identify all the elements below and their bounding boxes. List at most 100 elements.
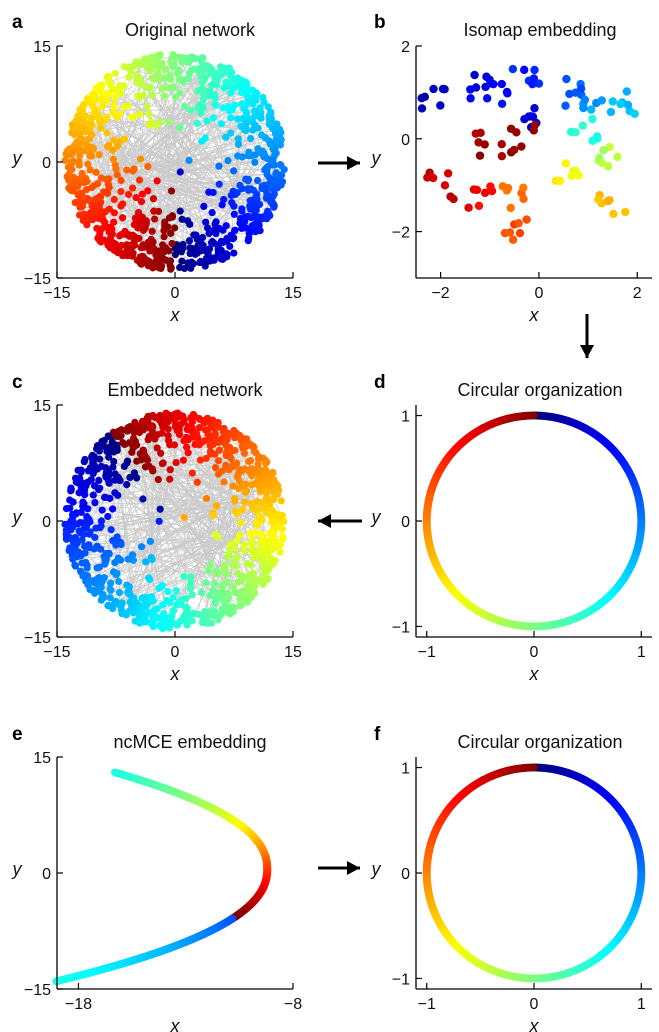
node	[149, 195, 158, 203]
edge	[84, 115, 276, 147]
node	[127, 64, 136, 73]
node	[86, 528, 94, 536]
node	[104, 181, 112, 189]
edge	[104, 440, 209, 572]
node	[172, 458, 180, 467]
y-tick-label: 0	[42, 155, 51, 172]
node	[153, 62, 161, 70]
node	[241, 498, 249, 506]
node	[212, 230, 220, 238]
node	[211, 220, 219, 228]
node	[232, 537, 241, 545]
node	[171, 251, 179, 259]
node	[90, 545, 98, 553]
isomap-point	[472, 185, 482, 195]
isomap-point	[613, 152, 622, 162]
isomap-point	[623, 100, 633, 110]
node	[71, 561, 79, 569]
node	[223, 591, 231, 599]
isomap-point	[616, 99, 625, 109]
node	[276, 548, 284, 556]
node	[167, 229, 175, 237]
edge	[178, 429, 269, 548]
node	[162, 65, 170, 74]
panel-d: d Circular organization 1 0 −1 −1 0 1 x y	[370, 372, 652, 684]
node	[103, 129, 111, 137]
node	[124, 102, 132, 110]
node	[67, 186, 75, 194]
node	[129, 609, 137, 617]
node	[202, 454, 210, 463]
node	[269, 192, 277, 201]
isomap-point	[603, 196, 613, 206]
node	[89, 102, 97, 110]
node	[223, 253, 231, 261]
node	[149, 467, 157, 475]
node	[237, 436, 245, 444]
node	[138, 543, 146, 551]
node	[130, 469, 138, 477]
node	[160, 233, 168, 241]
node	[135, 612, 143, 621]
node	[236, 531, 244, 539]
isomap-point	[519, 65, 529, 75]
panel-letter: e	[12, 724, 23, 745]
y-tick-label: 0	[42, 866, 51, 883]
node	[214, 533, 222, 541]
node	[242, 175, 250, 183]
network-nodes	[61, 409, 288, 633]
node	[134, 92, 142, 100]
node	[113, 446, 121, 455]
node	[89, 491, 97, 499]
node	[126, 599, 134, 607]
node	[247, 561, 255, 569]
edge	[142, 421, 193, 621]
node	[170, 441, 179, 449]
node	[180, 418, 188, 426]
x-tick-label: −15	[43, 285, 70, 302]
node	[226, 448, 234, 456]
edge	[141, 84, 236, 195]
node	[156, 505, 164, 513]
node	[251, 158, 259, 166]
node	[198, 233, 207, 242]
node	[158, 459, 166, 468]
node	[278, 525, 286, 533]
node	[68, 159, 76, 168]
node	[209, 80, 217, 88]
node	[155, 264, 163, 272]
isomap-point	[561, 101, 570, 110]
node	[149, 91, 157, 99]
edge	[117, 145, 276, 175]
y-tick-label: −1	[392, 619, 410, 636]
node	[161, 218, 169, 226]
node	[117, 556, 125, 564]
node	[146, 537, 154, 545]
node	[231, 497, 239, 505]
node	[209, 114, 218, 122]
node	[249, 199, 258, 208]
edge	[158, 474, 261, 480]
edge	[181, 160, 190, 250]
node	[129, 434, 138, 443]
node	[161, 415, 169, 423]
isomap-point	[519, 194, 528, 204]
node	[200, 75, 208, 84]
node	[267, 554, 275, 562]
isomap-point	[621, 207, 630, 217]
node	[96, 524, 104, 532]
node	[206, 561, 215, 569]
x-axis-label: x	[170, 664, 181, 684]
node	[129, 184, 137, 192]
node	[185, 156, 193, 165]
isomap-point	[530, 65, 539, 75]
node	[196, 456, 204, 464]
node	[159, 255, 168, 263]
node	[129, 249, 137, 257]
node	[98, 506, 106, 514]
node	[182, 594, 190, 602]
edge	[194, 436, 241, 536]
node	[151, 215, 159, 223]
node	[114, 249, 122, 257]
x-tick-label: 1	[637, 996, 646, 1013]
